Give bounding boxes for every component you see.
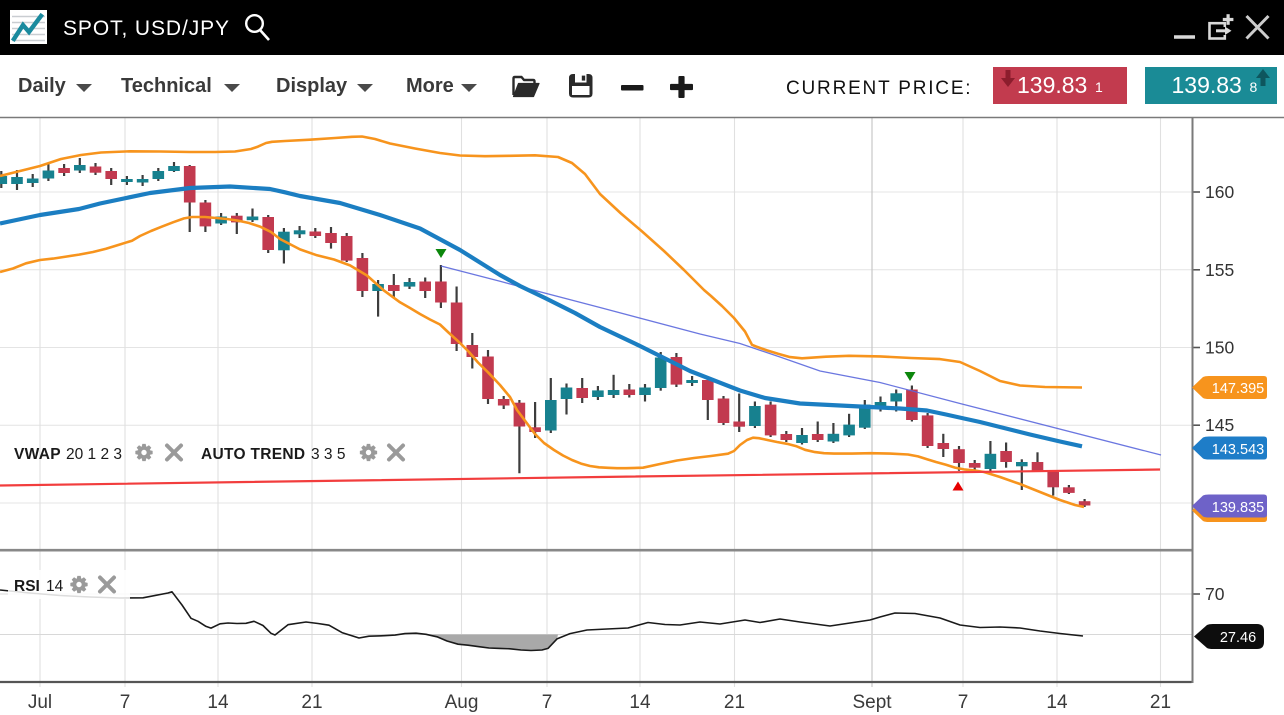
svg-text:147.395: 147.395 (1212, 381, 1264, 397)
svg-text:21: 21 (1150, 692, 1171, 713)
svg-text:14: 14 (46, 578, 64, 595)
svg-text:Jul: Jul (28, 692, 52, 713)
svg-text:143.543: 143.543 (1212, 442, 1264, 458)
svg-text:Sept: Sept (852, 692, 892, 713)
svg-text:155: 155 (1205, 260, 1234, 280)
svg-text:14: 14 (207, 692, 229, 713)
svg-text:AUTO TREND: AUTO TREND (201, 446, 305, 463)
svg-text:160: 160 (1205, 182, 1234, 202)
svg-text:150: 150 (1205, 338, 1234, 358)
svg-text:14: 14 (629, 692, 651, 713)
svg-text:27.46: 27.46 (1220, 630, 1256, 646)
svg-text:21: 21 (301, 692, 322, 713)
svg-text:VWAP: VWAP (14, 446, 61, 463)
svg-text:139.835: 139.835 (1212, 500, 1264, 516)
svg-text:7: 7 (542, 692, 553, 713)
svg-text:Aug: Aug (445, 692, 479, 713)
svg-text:7: 7 (958, 692, 969, 713)
svg-text:3 3 5: 3 3 5 (311, 446, 345, 463)
svg-text:7: 7 (120, 692, 131, 713)
svg-text:21: 21 (724, 692, 745, 713)
svg-text:14: 14 (1046, 692, 1068, 713)
svg-text:145: 145 (1205, 415, 1234, 435)
svg-text:20 1 2 3: 20 1 2 3 (66, 446, 122, 463)
svg-text:70: 70 (1205, 584, 1225, 604)
svg-text:RSI: RSI (14, 578, 40, 595)
